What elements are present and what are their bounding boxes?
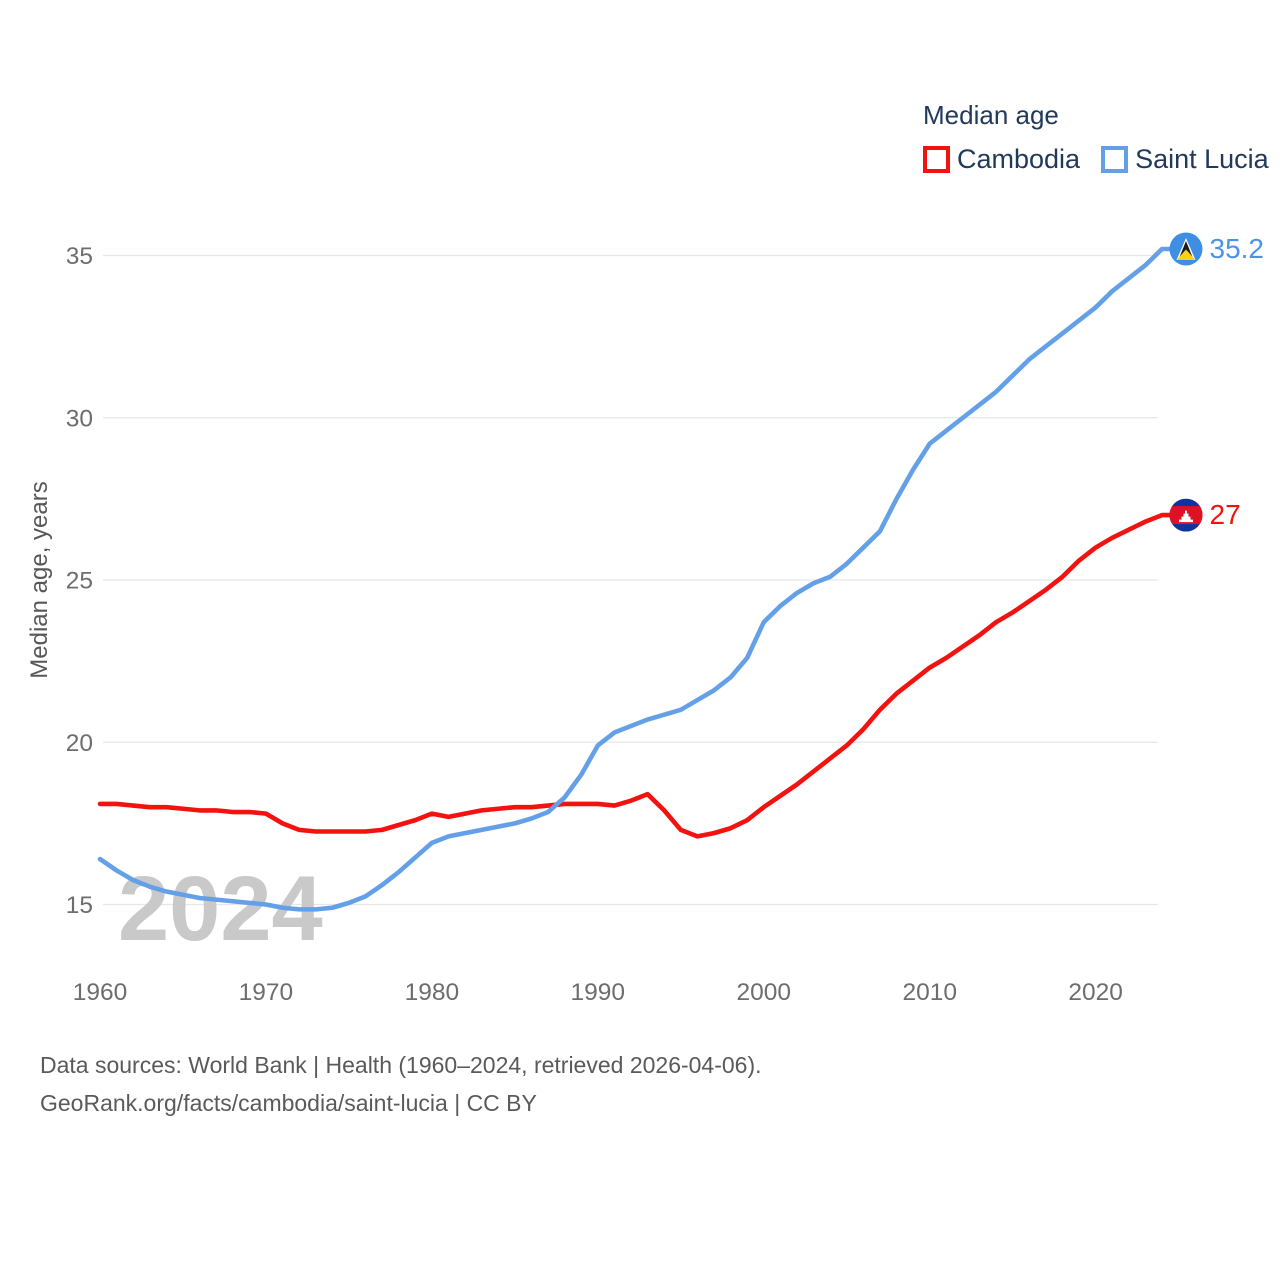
y-axis-title: Median age, years	[26, 481, 53, 678]
data-series	[97, 246, 1174, 912]
legend-items: Cambodia Saint Lucia	[923, 144, 1269, 175]
x-tick-label: 2010	[902, 979, 957, 1006]
y-tick-label: 25	[66, 568, 93, 595]
end-value-label: 35.2	[1210, 233, 1265, 264]
saint-lucia-swatch-icon	[1101, 146, 1129, 173]
data-sources-footer: Data sources: World Bank | Health (1960–…	[40, 1046, 762, 1122]
cambodia-swatch-icon	[923, 146, 950, 173]
cambodia-flag-marker-icon	[1169, 498, 1203, 532]
series-line-cambodia	[97, 512, 1174, 839]
y-tick-label: 15	[66, 892, 93, 919]
footer-attribution-line: GeoRank.org/facts/cambodia/saint-lucia |…	[40, 1090, 537, 1116]
legend-item-cambodia[interactable]: Cambodia	[923, 144, 1080, 175]
axis-tick-labels: 15 20 25 30 35 1960 1970 1980 1990 2000 2010 2020	[66, 243, 1123, 1006]
legend-item-saint-lucia[interactable]: Saint Lucia	[1101, 144, 1269, 175]
series-line-saint-lucia	[97, 246, 1174, 912]
y-tick-label: 20	[66, 730, 93, 757]
legend: Median age Cambodia Saint Lucia	[923, 100, 1269, 175]
x-tick-label: 1970	[239, 979, 294, 1006]
footer-sources-line: Data sources: World Bank | Health (1960–…	[40, 1052, 762, 1078]
y-tick-label: 35	[66, 243, 93, 270]
end-value-label: 27	[1210, 499, 1241, 530]
x-tick-label: 1980	[405, 979, 460, 1006]
legend-title: Median age	[923, 100, 1059, 130]
gridlines	[103, 254, 1158, 906]
y-tick-label: 30	[66, 405, 93, 432]
saint-lucia-flag-marker-icon	[1169, 232, 1203, 266]
x-tick-label: 2000	[737, 979, 792, 1006]
end-markers: 27 35.2	[1169, 232, 1265, 532]
x-tick-label: 2020	[1068, 979, 1123, 1006]
legend-item-label: Saint Lucia	[1135, 144, 1269, 174]
x-tick-label: 1960	[73, 979, 128, 1006]
legend-item-label: Cambodia	[957, 144, 1081, 174]
x-tick-label: 1990	[571, 979, 626, 1006]
